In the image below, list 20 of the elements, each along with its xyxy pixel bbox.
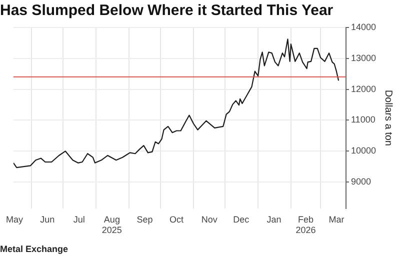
text: Metal Exchange [0, 244, 68, 254]
x-tick-label: May [6, 214, 24, 224]
x-tick-label: Mar [328, 214, 344, 224]
x-tick-label: Jun [40, 214, 55, 224]
y-tick-label: 13000 [350, 52, 376, 63]
x-tick-label: Sep [136, 214, 153, 224]
y-axis-title: Dollars a ton [382, 90, 394, 146]
x-tick-label: Dec [233, 214, 250, 224]
chart-title: Has Slumped Below Where it Started This Year [0, 2, 334, 19]
y-tick-label: 11000 [350, 114, 376, 125]
x-tick-label: Jan [266, 214, 282, 224]
x-tick-label: Feb 2026 [296, 214, 316, 236]
y-tick-label: 12000 [350, 84, 376, 94]
x-tick-label: Jul [73, 214, 85, 224]
y-tick-label: 10000 [350, 146, 376, 156]
x-tick-label: Aug 2025 [102, 214, 122, 236]
x-tick-label: Oct [170, 214, 184, 224]
x-tick-label: Nov [201, 214, 218, 224]
y-tick-label: 14000 [350, 22, 376, 32]
y-tick-label: 9000 [350, 176, 372, 187]
